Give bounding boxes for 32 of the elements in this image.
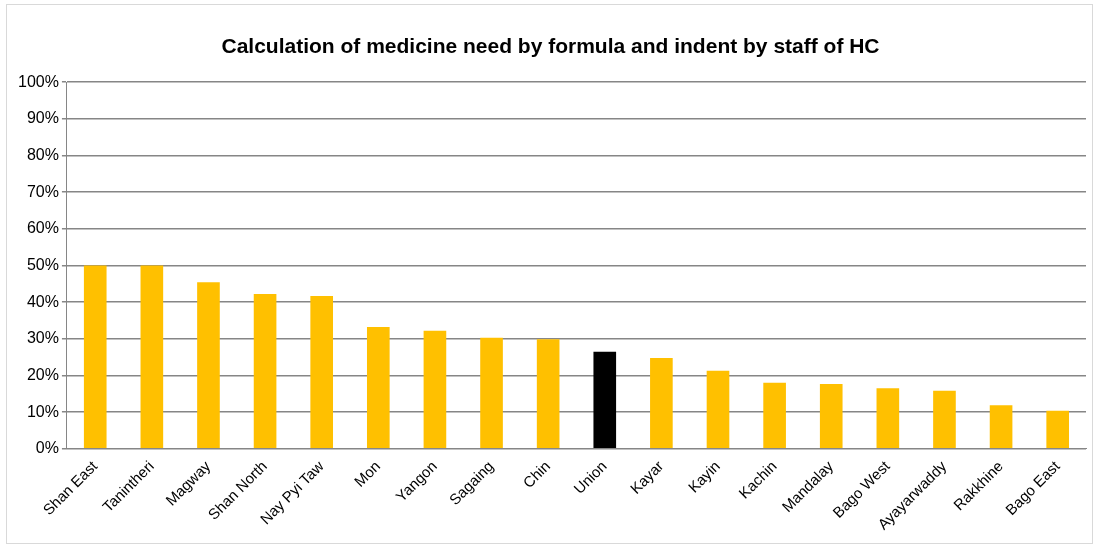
bar (536, 339, 560, 449)
y-tick-label: 40% (26, 292, 59, 310)
chart-title: Calculation of medicine need by formula and indent by staff of HC (221, 34, 880, 58)
bar (480, 337, 503, 449)
y-tick-label: 80% (26, 145, 59, 163)
y-tick-label: 10% (26, 402, 59, 420)
bar (83, 265, 107, 449)
bar (140, 265, 164, 449)
y-tick-label: 30% (26, 329, 59, 347)
y-tick-label: 100% (18, 72, 59, 90)
bar (253, 294, 277, 449)
x-tick-label: Chin (519, 457, 554, 492)
bar (423, 330, 447, 449)
x-tick-label: Mon (350, 457, 384, 490)
bar (197, 282, 220, 449)
bar (366, 327, 390, 449)
bar (593, 351, 617, 449)
y-tick-label: 50% (26, 255, 59, 273)
y-tick-label: 90% (26, 109, 59, 127)
bar (763, 382, 786, 449)
bar (876, 388, 900, 449)
bar (819, 383, 843, 449)
bar (1046, 410, 1070, 449)
y-tick-label: 20% (26, 365, 59, 383)
y-tick-label: 60% (26, 219, 59, 237)
bar (933, 390, 956, 449)
bar (989, 405, 1013, 449)
bar (310, 295, 334, 449)
y-tick-label: 0% (35, 439, 59, 457)
bar (650, 357, 673, 449)
bar (706, 370, 730, 449)
y-tick-label: 70% (26, 182, 59, 200)
